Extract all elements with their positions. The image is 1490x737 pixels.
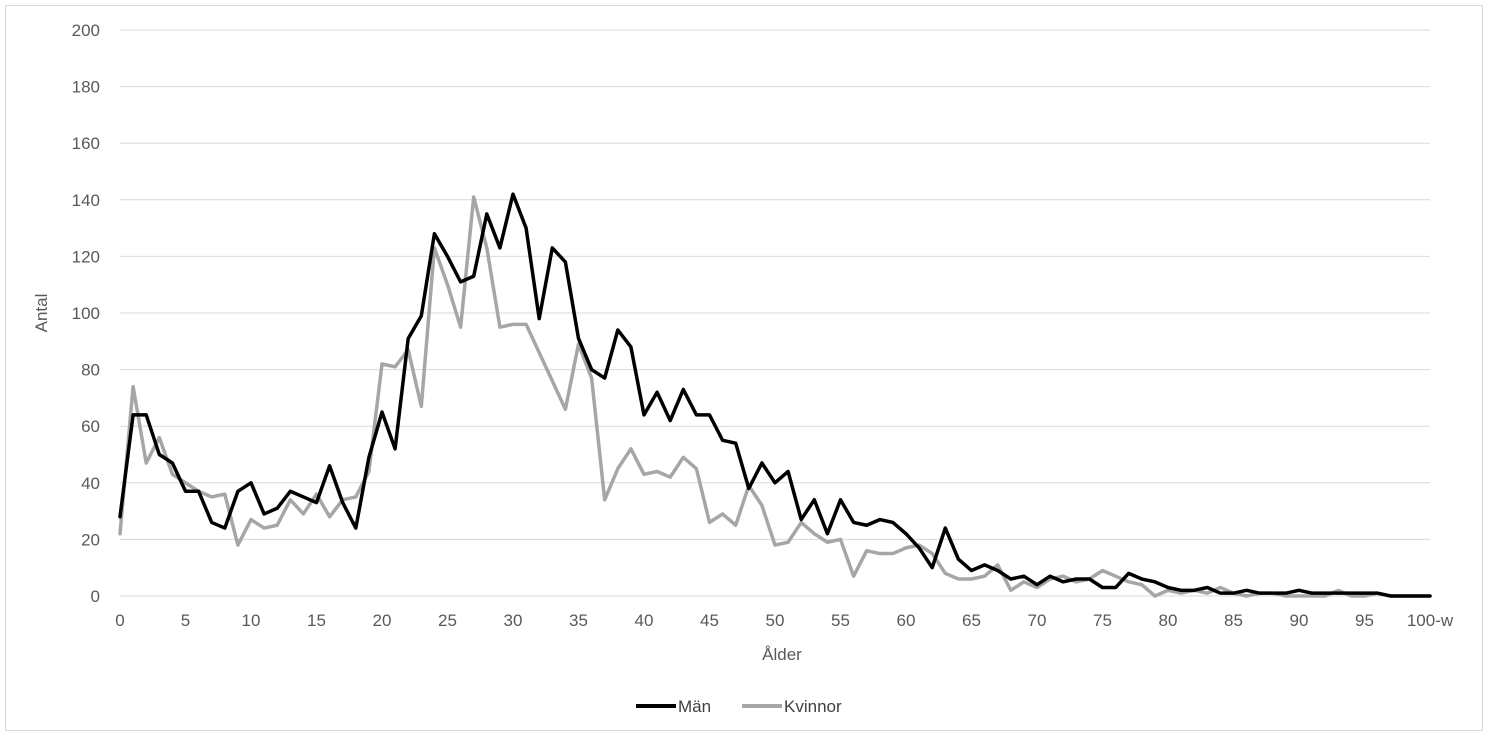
x-tick-label: 40 (635, 611, 654, 630)
x-tick-label: 100-w (1407, 611, 1454, 630)
series-lines (118, 192, 1432, 598)
y-tick-label: 0 (91, 587, 100, 606)
x-tick-label: 65 (962, 611, 981, 630)
y-tick-label: 180 (72, 78, 100, 97)
x-tick-label: 35 (569, 611, 588, 630)
x-tick-label: 80 (1159, 611, 1178, 630)
y-tick-label: 140 (72, 191, 100, 210)
x-tick-label: 60 (897, 611, 916, 630)
y-axis-ticks: 0 20 40 60 80 100 120 140 160 180 200 (72, 21, 100, 606)
y-tick-label: 80 (81, 361, 100, 380)
x-tick-label: 10 (242, 611, 261, 630)
x-tick-label: 50 (766, 611, 785, 630)
x-tick-label: 30 (504, 611, 523, 630)
x-tick-label: 25 (438, 611, 457, 630)
x-axis-ticks: 0 5 10 15 20 25 30 35 40 45 50 55 60 65 70 75 80 85 90 95 10… (115, 611, 1454, 630)
x-tick-label: 15 (307, 611, 326, 630)
x-tick-label: 75 (1093, 611, 1112, 630)
y-tick-label: 200 (72, 21, 100, 40)
x-tick-label: 5 (181, 611, 190, 630)
x-tick-label: 20 (373, 611, 392, 630)
gridlines (120, 29, 1430, 597)
x-tick-label: 90 (1290, 611, 1309, 630)
y-tick-label: 160 (72, 134, 100, 153)
line-chart: 0 20 40 60 80 100 120 140 160 180 200 0 5 10 15 20 25 30… (32, 21, 1454, 716)
y-tick-label: 40 (81, 474, 100, 493)
y-tick-label: 120 (72, 247, 100, 266)
y-tick-label: 60 (81, 417, 100, 436)
x-axis-title: Ålder (762, 645, 802, 664)
x-tick-label: 70 (1028, 611, 1047, 630)
y-axis-title: Antal (32, 294, 51, 333)
x-tick-label: 0 (115, 611, 124, 630)
y-tick-label: 20 (81, 530, 100, 549)
y-tick-label: 100 (72, 304, 100, 323)
series-line-man (118, 192, 1432, 598)
legend-label: Kvinnor (784, 697, 842, 716)
x-tick-label: 85 (1224, 611, 1243, 630)
chart-frame: 0 20 40 60 80 100 120 140 160 180 200 0 5 10 15 20 25 30… (5, 5, 1483, 731)
x-tick-label: 45 (700, 611, 719, 630)
x-tick-label: 95 (1355, 611, 1374, 630)
legend: Män Kvinnor (636, 697, 842, 716)
x-tick-label: 55 (831, 611, 850, 630)
legend-label: Män (678, 697, 711, 716)
